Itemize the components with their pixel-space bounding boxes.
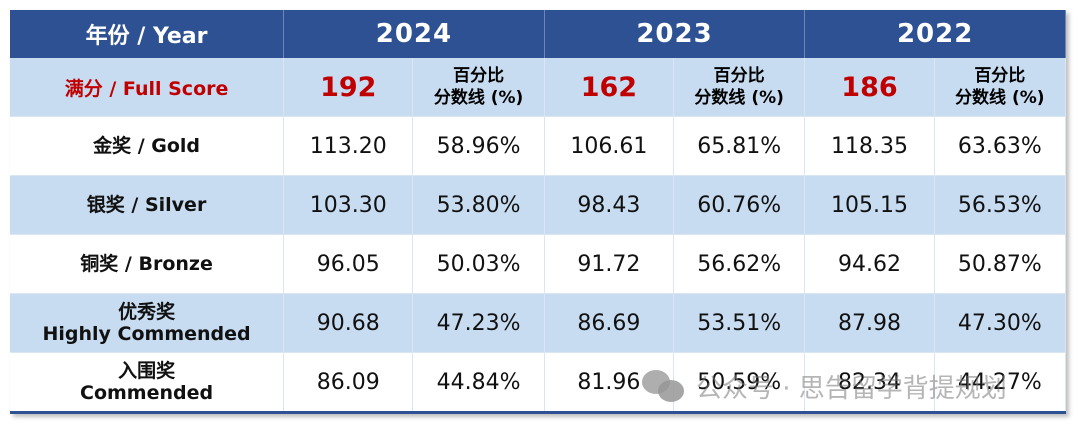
score-2023: 91.72 bbox=[544, 234, 675, 294]
pct-header-2024: 百分比 分数线 (%) bbox=[412, 58, 545, 117]
full-score-2022: 186 bbox=[804, 58, 935, 117]
full-score-2023: 162 bbox=[544, 58, 675, 117]
full-score-label: 满分 / Full Score bbox=[10, 58, 285, 117]
award-label: 铜奖 / Bronze bbox=[10, 234, 285, 294]
pct-2022: 50.87% bbox=[934, 234, 1067, 294]
score-2022: 118.35 bbox=[804, 116, 935, 176]
table-row-silver: 银奖 / Silver 103.30 53.80% 98.43 60.76% 1… bbox=[10, 175, 1067, 235]
pct-2022: 44.27% bbox=[934, 352, 1067, 414]
year-2023: 2023 bbox=[544, 10, 806, 58]
award-label: 金奖 / Gold bbox=[10, 116, 285, 176]
pct-2023: 53.51% bbox=[673, 293, 806, 353]
pct-2024: 58.96% bbox=[412, 116, 545, 176]
full-score-row: 满分 / Full Score 192 百分比 分数线 (%) 162 百分比 分数… bbox=[10, 58, 1067, 117]
table-row-commended: 入围奖 Commended 86.09 44.84% 81.96 50.59% 8… bbox=[10, 352, 1067, 414]
score-threshold-table: 年份 / Year 2024 2023 2022 满分 / Full Score… bbox=[10, 10, 1067, 414]
score-2024: 86.09 bbox=[283, 352, 414, 414]
pct-2022: 47.30% bbox=[934, 293, 1067, 353]
pct-2024: 53.80% bbox=[412, 175, 545, 235]
pct-2024: 50.03% bbox=[412, 234, 545, 294]
year-header-row: 年份 / Year 2024 2023 2022 bbox=[10, 10, 1066, 58]
score-2022: 87.98 bbox=[804, 293, 935, 353]
pct-2022: 63.63% bbox=[934, 116, 1067, 176]
score-2022: 82.34 bbox=[804, 352, 935, 414]
pct-header-2022: 百分比 分数线 (%) bbox=[934, 58, 1067, 117]
score-2023: 106.61 bbox=[544, 116, 675, 176]
pct-2024: 44.84% bbox=[412, 352, 545, 414]
full-score-2024: 192 bbox=[283, 58, 414, 117]
award-label: 优秀奖 Highly Commended bbox=[10, 293, 285, 353]
award-label: 银奖 / Silver bbox=[10, 175, 285, 235]
year-label: 年份 / Year bbox=[10, 10, 285, 58]
score-2022: 105.15 bbox=[804, 175, 935, 235]
score-2024: 96.05 bbox=[283, 234, 414, 294]
pct-2023: 60.76% bbox=[673, 175, 806, 235]
year-2022: 2022 bbox=[804, 10, 1066, 58]
table-row-gold: 金奖 / Gold 113.20 58.96% 106.61 65.81% 11… bbox=[10, 116, 1067, 176]
table-row-highly-commended: 优秀奖 Highly Commended 90.68 47.23% 86.69 5… bbox=[10, 293, 1067, 353]
score-2023: 81.96 bbox=[544, 352, 675, 414]
year-2024: 2024 bbox=[283, 10, 545, 58]
pct-2024: 47.23% bbox=[412, 293, 545, 353]
pct-2023: 50.59% bbox=[673, 352, 806, 414]
pct-2023: 65.81% bbox=[673, 116, 806, 176]
pct-2022: 56.53% bbox=[934, 175, 1067, 235]
score-table-container: 年份 / Year 2024 2023 2022 满分 / Full Score… bbox=[10, 10, 1067, 414]
score-2023: 98.43 bbox=[544, 175, 675, 235]
score-2024: 113.20 bbox=[283, 116, 414, 176]
table-row-bronze: 铜奖 / Bronze 96.05 50.03% 91.72 56.62% 94… bbox=[10, 234, 1067, 294]
pct-header-2023: 百分比 分数线 (%) bbox=[673, 58, 806, 117]
score-2024: 90.68 bbox=[283, 293, 414, 353]
award-label: 入围奖 Commended bbox=[10, 352, 285, 414]
pct-2023: 56.62% bbox=[673, 234, 806, 294]
score-2022: 94.62 bbox=[804, 234, 935, 294]
score-2023: 86.69 bbox=[544, 293, 675, 353]
score-2024: 103.30 bbox=[283, 175, 414, 235]
